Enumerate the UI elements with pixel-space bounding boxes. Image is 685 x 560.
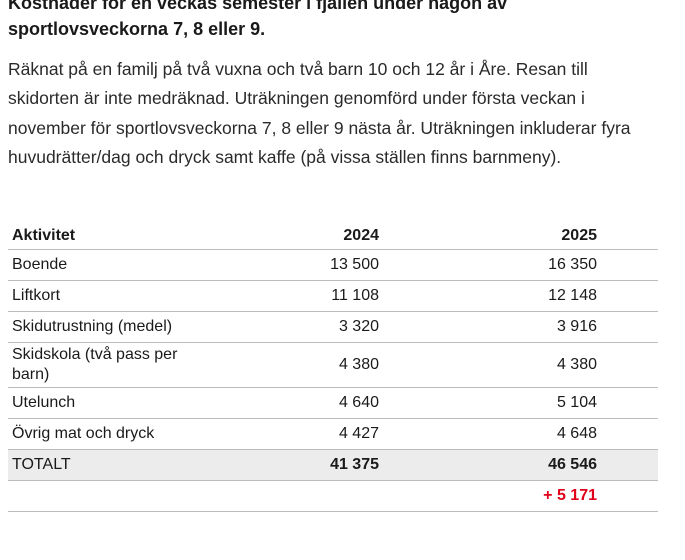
cost-table: Aktivitet 2024 2025 Boende 13 500 16 350 Li… bbox=[8, 222, 658, 512]
table-cell: Boende bbox=[8, 249, 188, 281]
table-row: Liftkort 11 108 12 148 bbox=[8, 280, 658, 312]
table-cell: Skidutrustning (medel) bbox=[8, 311, 188, 343]
table-cell: 4 427 bbox=[188, 418, 383, 450]
table-cell: 4 640 bbox=[188, 387, 383, 419]
table-cell: Liftkort bbox=[8, 280, 188, 312]
table-cell: 5 104 bbox=[383, 387, 658, 419]
table-cell: 4 380 bbox=[188, 342, 383, 388]
table-body: Boende 13 500 16 350 Liftkort 11 108 12 148 Sk… bbox=[8, 249, 658, 512]
empty-cell bbox=[188, 480, 383, 512]
table-cell: 4 648 bbox=[383, 418, 658, 450]
table-cell: 3 916 bbox=[383, 311, 658, 343]
table-row: Skidskola (två pass per barn) 4 380 4 380 bbox=[8, 342, 658, 388]
table-row: Övrig mat och dryck 4 427 4 648 bbox=[8, 418, 658, 450]
header-cell: 2025 bbox=[383, 222, 658, 250]
table-cell: Utelunch bbox=[8, 387, 188, 419]
header-cell: Aktivitet bbox=[8, 222, 188, 250]
table-row: Boende 13 500 16 350 bbox=[8, 249, 658, 281]
table-cell: Skidskola (två pass per barn) bbox=[8, 342, 188, 388]
table-cell: 12 148 bbox=[383, 280, 658, 312]
table-cell: 4 380 bbox=[383, 342, 658, 388]
table-row: Utelunch 4 640 5 104 bbox=[8, 387, 658, 419]
total-cell: 41 375 bbox=[188, 449, 383, 481]
table-row: Skidutrustning (medel) 3 320 3 916 bbox=[8, 311, 658, 343]
description: Räknat på en familj på två vuxna och två… bbox=[8, 59, 631, 168]
table-cell: 11 108 bbox=[188, 280, 383, 312]
table-cell: 13 500 bbox=[188, 249, 383, 281]
difference-cell: + 5 171 bbox=[383, 480, 658, 512]
total-row: TOTALT 41 375 46 546 bbox=[8, 449, 658, 481]
header-cell: 2024 bbox=[188, 222, 383, 250]
total-cell: TOTALT bbox=[8, 449, 188, 481]
table-cell: 16 350 bbox=[383, 249, 658, 281]
total-cell: 46 546 bbox=[383, 449, 658, 481]
header-row: Aktivitet 2024 2025 bbox=[8, 222, 658, 250]
table-cell: Övrig mat och dryck bbox=[8, 418, 188, 450]
title: Kostnader för en veckas semester i fjäll… bbox=[8, 0, 508, 39]
table-cell: 3 320 bbox=[188, 311, 383, 343]
empty-cell bbox=[8, 480, 188, 512]
difference-row: + 5 171 bbox=[8, 480, 658, 512]
